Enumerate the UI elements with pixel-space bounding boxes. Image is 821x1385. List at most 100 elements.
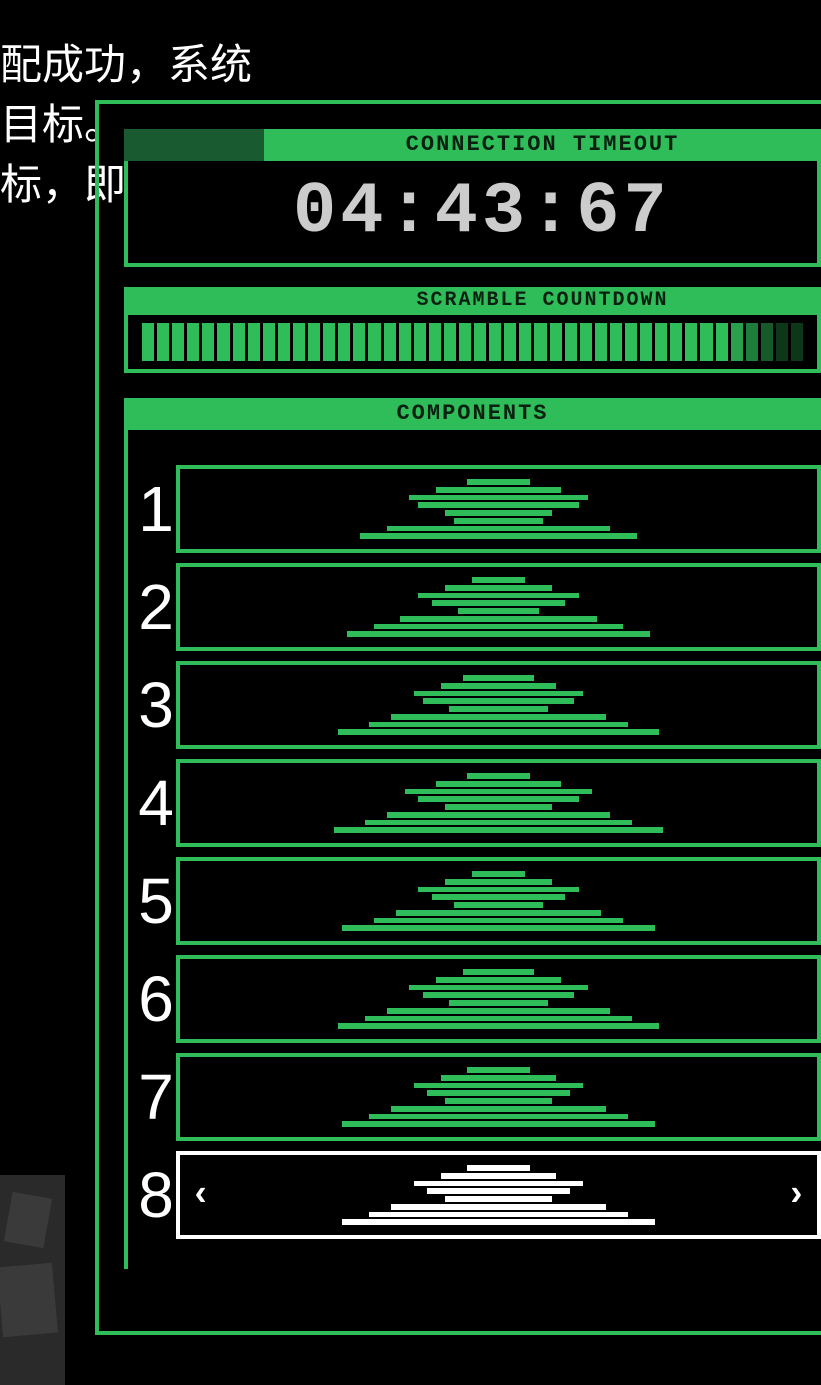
signal-line (342, 1219, 654, 1225)
signal-line (463, 675, 534, 681)
signal-line (342, 1121, 654, 1127)
scramble-segment (489, 323, 501, 361)
scramble-segment (625, 323, 637, 361)
signal-line (400, 616, 596, 622)
scramble-segment (172, 323, 184, 361)
signal-line (445, 1196, 552, 1202)
signal-graphic (276, 479, 722, 539)
scramble-segment (700, 323, 712, 361)
scramble-segment (731, 323, 743, 361)
signal-line (445, 1098, 552, 1104)
scramble-segment (338, 323, 350, 361)
signal-line (418, 502, 579, 508)
timeout-value: 04:43:67 (143, 176, 802, 248)
signal-line (441, 1173, 557, 1179)
signal-line (409, 985, 587, 991)
signal-line (369, 1212, 628, 1218)
scramble-segment (278, 323, 290, 361)
arrow-right-icon[interactable]: › (785, 1175, 807, 1216)
component-row[interactable]: 3 (128, 661, 821, 749)
signal-line (338, 1023, 659, 1029)
signal-graphic (276, 1165, 722, 1225)
scramble-segment (233, 323, 245, 361)
signal-line (414, 1083, 583, 1089)
scramble-segment (414, 323, 426, 361)
signal-line (467, 1067, 529, 1073)
component-row[interactable]: 5 (128, 857, 821, 945)
scramble-segment (776, 323, 788, 361)
signal-line (418, 593, 579, 599)
scramble-segment (640, 323, 652, 361)
component-row[interactable]: 7 (128, 1053, 821, 1141)
scramble-progress-bar (142, 323, 803, 361)
component-slot[interactable] (176, 955, 821, 1043)
scramble-header-tab (124, 287, 264, 315)
signal-line (454, 518, 543, 524)
hint-line: 配成功，系统 (0, 35, 252, 95)
component-number: 4 (136, 771, 176, 835)
scramble-segment (157, 323, 169, 361)
scramble-segment (202, 323, 214, 361)
signal-line (391, 1204, 605, 1210)
signal-line (414, 1181, 583, 1187)
signal-line (365, 820, 633, 826)
component-slot[interactable] (176, 465, 821, 553)
signal-line (449, 706, 547, 712)
signal-line (423, 698, 575, 704)
signal-line (454, 902, 543, 908)
signal-graphic (276, 577, 722, 637)
scramble-segment (459, 323, 471, 361)
component-number: 2 (136, 575, 176, 639)
signal-line (467, 773, 529, 779)
scramble-segment (504, 323, 516, 361)
signal-line (467, 1165, 529, 1171)
signal-line (445, 585, 552, 591)
component-slot[interactable] (176, 661, 821, 749)
scramble-segment (429, 323, 441, 361)
component-slot[interactable] (176, 759, 821, 847)
arrow-left-icon[interactable]: ‹ (190, 1175, 212, 1216)
scramble-title: SCRAMBLE COUNTDOWN (264, 287, 821, 315)
signal-line (405, 789, 592, 795)
signal-line (374, 918, 624, 924)
scramble-segment (610, 323, 622, 361)
scramble-segment (550, 323, 562, 361)
signal-graphic (276, 969, 722, 1029)
corner-preview (0, 1175, 65, 1385)
scramble-segment (716, 323, 728, 361)
signal-line (387, 1008, 610, 1014)
component-row[interactable]: 8‹› (128, 1151, 821, 1239)
signal-line (463, 969, 534, 975)
signal-line (436, 487, 561, 493)
scramble-segment (474, 323, 486, 361)
signal-line (427, 1188, 570, 1194)
scramble-segment (293, 323, 305, 361)
component-slot[interactable] (176, 1053, 821, 1141)
component-row[interactable]: 1 (128, 465, 821, 553)
timeout-header-tab (124, 129, 264, 161)
component-slot[interactable] (176, 563, 821, 651)
signal-line (347, 631, 650, 637)
component-row[interactable]: 6 (128, 955, 821, 1043)
signal-line (436, 781, 561, 787)
scramble-segment (187, 323, 199, 361)
component-slot[interactable] (176, 857, 821, 945)
signal-graphic (276, 1067, 722, 1127)
scramble-header: SCRAMBLE COUNTDOWN (124, 287, 821, 315)
scramble-segment (670, 323, 682, 361)
scramble-body (124, 315, 821, 373)
scramble-segment (308, 323, 320, 361)
signal-graphic (276, 871, 722, 931)
component-row[interactable]: 2 (128, 563, 821, 651)
components-panel: COMPONENTS 12345678‹› (124, 398, 821, 1269)
signal-line (441, 1075, 557, 1081)
signal-line (436, 977, 561, 983)
component-slot[interactable]: ‹› (176, 1151, 821, 1239)
signal-line (445, 879, 552, 885)
timeout-title: CONNECTION TIMEOUT (264, 129, 821, 161)
component-number: 7 (136, 1065, 176, 1129)
component-row[interactable]: 4 (128, 759, 821, 847)
scramble-segment (142, 323, 154, 361)
signal-line (472, 577, 526, 583)
signal-line (369, 1114, 628, 1120)
